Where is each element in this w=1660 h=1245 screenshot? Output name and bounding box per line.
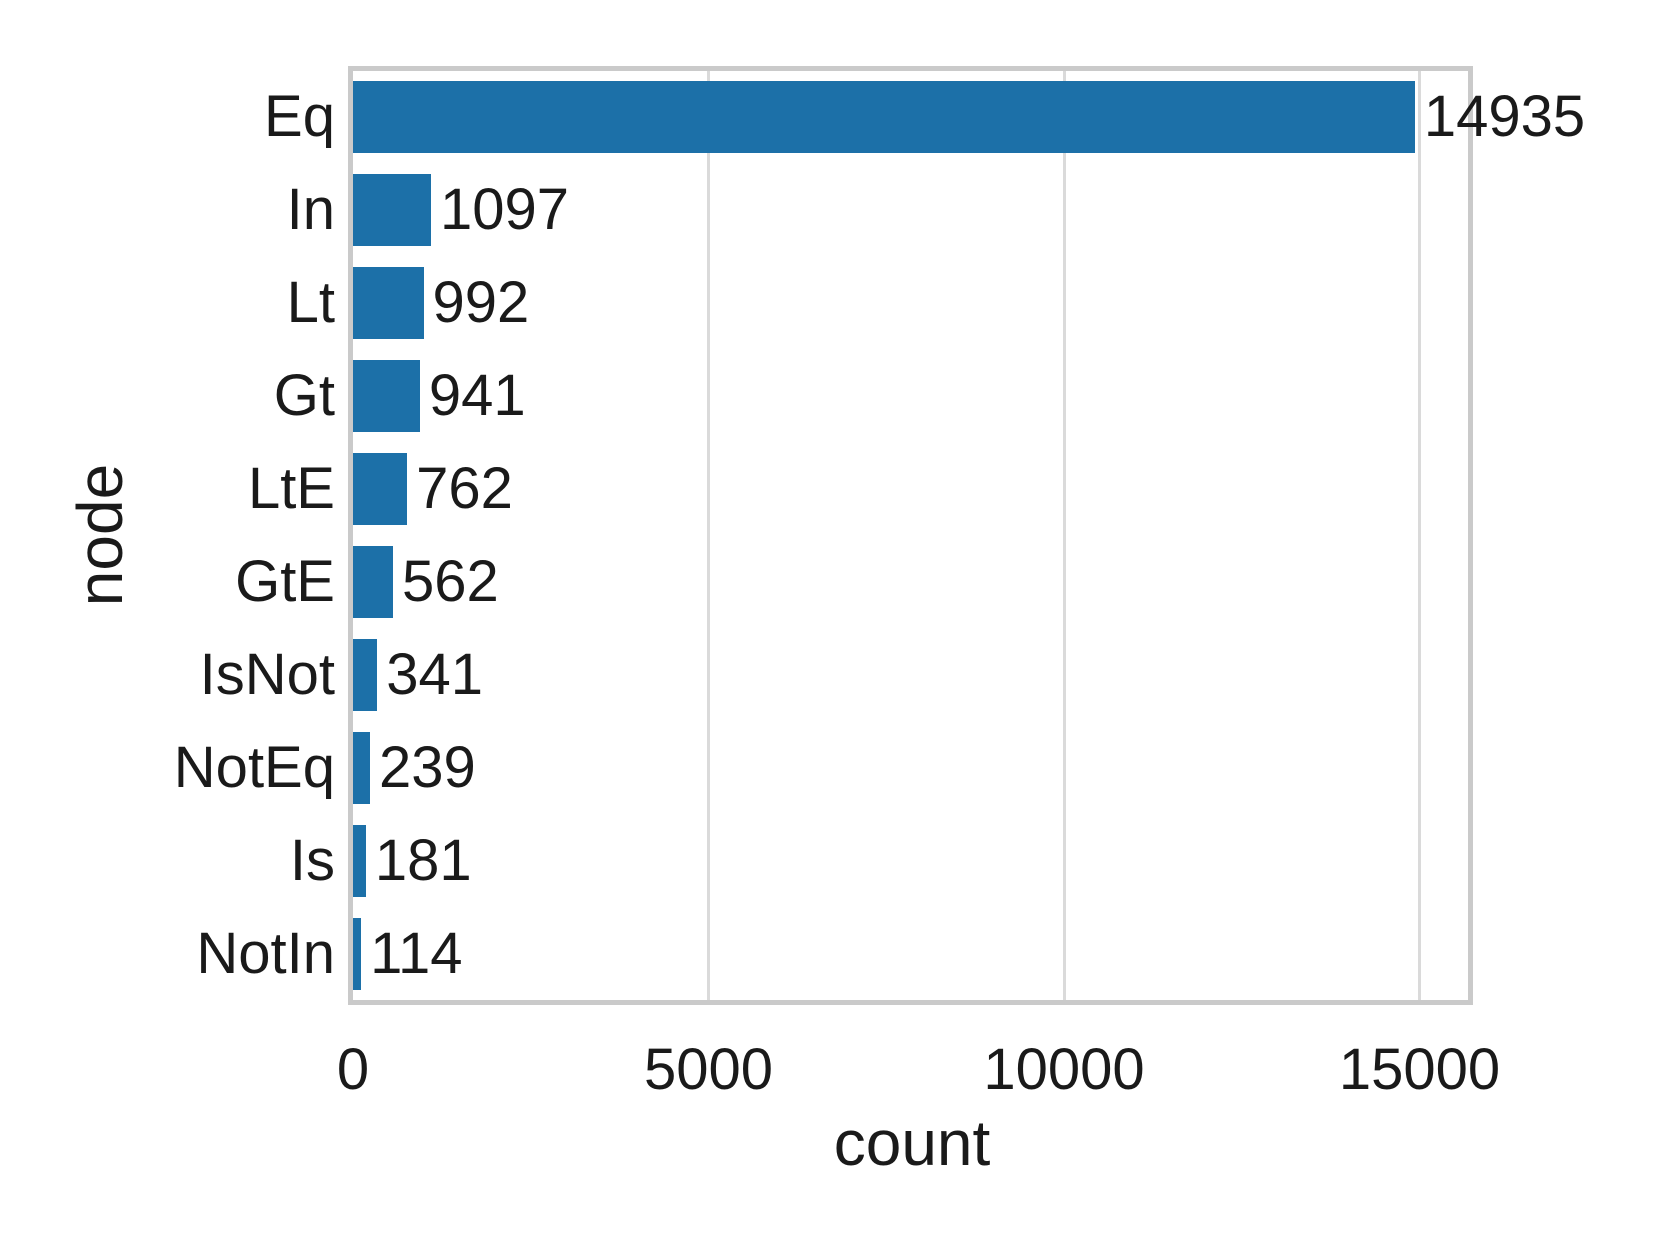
gridline-x-10000 [1062,71,1066,1000]
x-tick-label-0: 0 [336,1037,370,1102]
bar-noteq [353,731,370,804]
bar-gt [353,360,420,433]
bar-value-label-lt: 992 [432,270,530,336]
gridline-x-5000 [707,71,710,1000]
x-tick-label-15000: 15000 [1338,1037,1501,1102]
bar-value-label-noteq: 239 [378,734,476,800]
bar-value-label-gte: 562 [401,548,499,614]
gridline-x-15000 [1418,71,1421,1000]
y-tick-label-in: In [286,177,335,243]
y-tick-label-lte: LtE [247,456,335,522]
y-tick-label-isnot: IsNot [199,641,335,707]
bar-gte [353,545,393,618]
y-tick-label-notin: NotIn [196,920,335,986]
bar-isnot [353,638,378,711]
y-axis-tick-labels: Eq In Lt Gt LtE GtE IsNot NotEq Is NotIn [0,71,335,1000]
bar-lte [353,453,408,526]
bar-eq [353,81,1415,154]
bar-notin [353,917,362,990]
bar-value-label-notin: 114 [370,920,463,986]
bar-value-label-isnot: 341 [386,641,484,707]
y-tick-label-eq: Eq [264,84,335,150]
bar-value-label-eq: 14935 [1423,84,1586,150]
x-tick-label-5000: 5000 [643,1037,774,1102]
plot-frame [348,66,1473,1005]
plot-area: 14935 1097 992 941 762 562 341 239 181 114 [353,71,1585,1000]
y-tick-label-lt: Lt [286,270,335,336]
bar-in [353,174,431,247]
bar-lt [353,267,424,340]
bar-value-label-is: 181 [374,827,472,893]
y-tick-label-is: Is [289,827,335,893]
bar-value-label-in: 1097 [439,177,570,243]
y-tick-label-noteq: NotEq [173,734,335,800]
y-tick-label-gte: GtE [235,548,335,614]
x-axis-title: count [833,1107,991,1179]
x-tick-label-10000: 10000 [983,1037,1145,1102]
bar-value-label-gt: 941 [428,363,526,429]
bar-is [353,824,366,897]
bar-value-label-lte: 762 [416,456,513,522]
y-tick-label-gt: Gt [273,363,335,429]
